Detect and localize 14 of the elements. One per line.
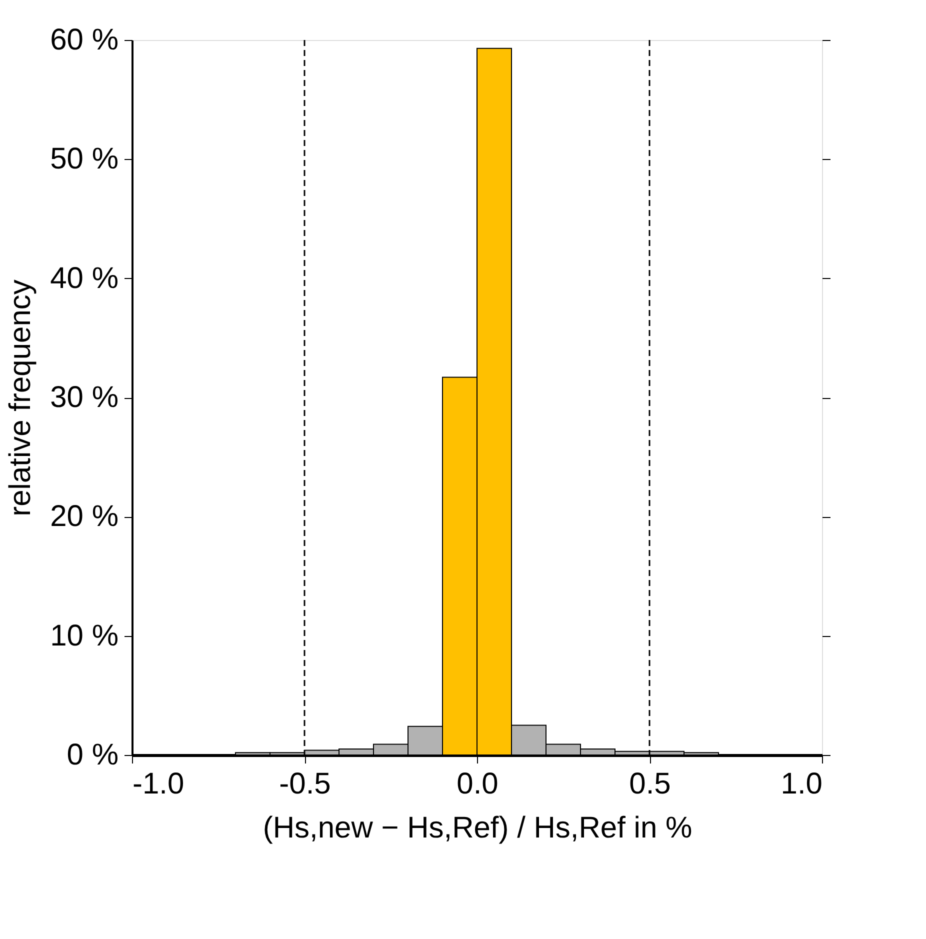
y-tick-label: 30 % xyxy=(50,381,118,414)
x-tick-label: 0.5 xyxy=(629,768,671,800)
y-tick-label: 20 % xyxy=(50,500,118,534)
x-axis-title: (Hs,new − Hs,Ref) / Hs,Ref in % xyxy=(262,812,692,844)
x-tick-label: 1.0 xyxy=(780,768,822,800)
x-tick-label: 0.0 xyxy=(456,768,498,800)
y-tick-label: 60 % xyxy=(50,24,118,56)
x-tick-label: -1.0 xyxy=(132,768,184,800)
y-tick-label: 10 % xyxy=(50,619,118,652)
y-tick-label: 40 % xyxy=(50,262,118,295)
x-tick-label: -0.5 xyxy=(279,768,331,800)
y-tick-label: 50 % xyxy=(50,142,118,176)
y-axis-title: relative frequency xyxy=(4,280,38,516)
y-tick-label: 0 % xyxy=(66,738,118,772)
